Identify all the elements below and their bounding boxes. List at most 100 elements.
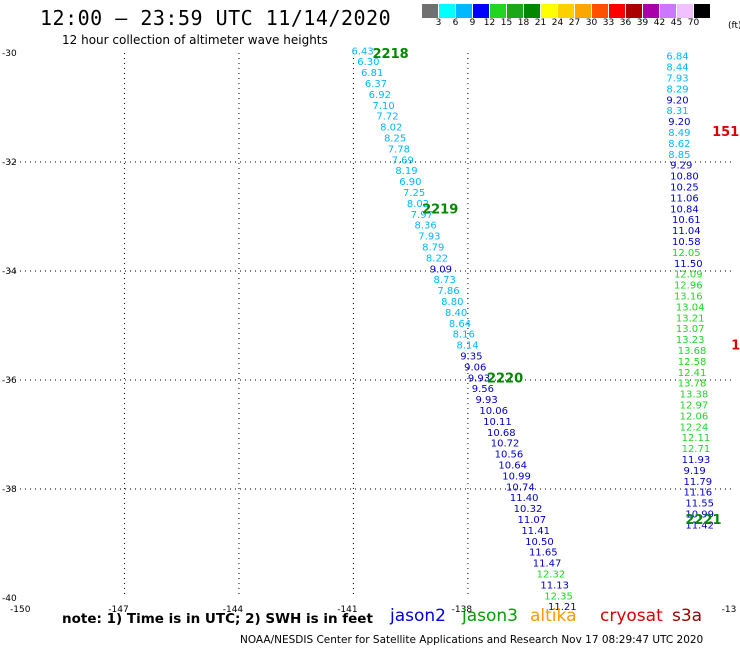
y-tick-label: -36 xyxy=(2,376,17,386)
legend-swatch xyxy=(490,4,507,18)
data-point-label: 9.93 xyxy=(468,373,490,384)
data-point-label: 9.20 xyxy=(666,95,688,106)
pass-time-label: 2221 xyxy=(685,513,721,528)
data-point-label: 9.20 xyxy=(668,117,690,128)
data-point-label: 8.22 xyxy=(426,253,448,264)
data-point-label: 8.73 xyxy=(434,275,456,286)
pass-time-label: 2219 xyxy=(422,202,458,217)
data-point-label: 11.93 xyxy=(682,455,711,466)
data-point-label: 8.79 xyxy=(422,242,444,253)
data-point-label: 11.04 xyxy=(672,226,701,237)
data-point-label: 8.64 xyxy=(449,319,471,330)
data-point-label: 9.29 xyxy=(670,161,692,172)
data-point-label: 7.86 xyxy=(437,286,459,297)
legend-label: 21 xyxy=(534,18,547,28)
data-point-label: 10.80 xyxy=(670,172,699,183)
data-point-label: 10.06 xyxy=(479,406,508,417)
data-point-label: 6.30 xyxy=(357,57,379,68)
data-point-label: 13.21 xyxy=(676,313,705,324)
data-point-label: 10.58 xyxy=(672,237,701,248)
legend-swatch xyxy=(694,4,711,18)
legend-swatch xyxy=(473,4,490,18)
legend-label: 36 xyxy=(619,18,632,28)
data-point-label: 7.78 xyxy=(388,144,410,155)
legend-swatch xyxy=(541,4,558,18)
data-point-label: 13.68 xyxy=(678,346,707,357)
data-point-label: 7.69 xyxy=(392,155,414,166)
legend-label: 18 xyxy=(517,18,530,28)
legend-label: 27 xyxy=(568,18,581,28)
data-point-label: 11.06 xyxy=(670,193,699,204)
legend-swatch xyxy=(660,4,677,18)
data-point-label: 11.07 xyxy=(518,515,547,526)
mission-label-altika: altika xyxy=(530,606,577,626)
data-point-label: 8.02 xyxy=(380,123,402,134)
data-point-label: 12.96 xyxy=(674,281,703,292)
data-point-label: 11.16 xyxy=(683,488,712,499)
legend-label: 9 xyxy=(469,18,476,28)
data-point-label: 11.41 xyxy=(521,526,550,537)
data-point-label: 7.93 xyxy=(666,74,688,85)
legend-label: 42 xyxy=(653,18,666,28)
data-point-label: 12.97 xyxy=(680,401,709,412)
data-point-label: 10.64 xyxy=(498,460,527,471)
data-point-label: 10.56 xyxy=(495,450,524,461)
data-point-label: 10.84 xyxy=(670,204,699,215)
legend-swatch xyxy=(626,4,643,18)
data-point-label: 10.61 xyxy=(672,215,701,226)
data-point-label: 7.93 xyxy=(418,232,440,243)
y-tick-label: -40 xyxy=(2,594,17,604)
legend-swatch xyxy=(643,4,660,18)
data-point-label: 10.68 xyxy=(487,428,516,439)
legend-swatch xyxy=(609,4,626,18)
data-point-label: 10.99 xyxy=(685,510,714,521)
mission-label-jason3: jason3 xyxy=(462,606,518,626)
data-point-label: 11.50 xyxy=(674,259,703,270)
data-point-label: 12.41 xyxy=(678,368,707,379)
data-point-label: 7.10 xyxy=(373,101,395,112)
pass-time-label: 2220 xyxy=(487,371,523,386)
data-point-label: 9.56 xyxy=(472,384,494,395)
legend-swatch xyxy=(575,4,592,18)
data-point-label: 11.79 xyxy=(683,477,712,488)
data-point-label: 8.19 xyxy=(395,166,417,177)
legend-label: 15 xyxy=(500,18,513,28)
legend-swatch xyxy=(592,4,609,18)
data-point-label: 10.32 xyxy=(514,504,543,515)
pass-time-label: 2218 xyxy=(373,47,409,62)
data-point-label: 10.99 xyxy=(502,471,531,482)
chart-subtitle: 12 hour collection of altimeter wave hei… xyxy=(62,33,328,47)
data-point-label: 10.11 xyxy=(483,417,512,428)
legend-label: 39 xyxy=(636,18,649,28)
note-text: note: 1) Time is in UTC; 2) SWH is in fe… xyxy=(62,611,373,627)
data-point-label: 11.65 xyxy=(529,548,558,559)
data-point-label: 11.21 xyxy=(548,602,577,613)
data-point-label: 10.72 xyxy=(491,439,520,450)
data-point-label: 7.72 xyxy=(376,112,398,123)
data-point-label: 12.06 xyxy=(680,411,709,422)
data-point-label: 12.09 xyxy=(674,270,703,281)
x-tick-label: -13 xyxy=(722,605,737,615)
data-point-label: 13.23 xyxy=(676,335,705,346)
legend-swatches xyxy=(422,4,711,18)
legend-label: 3 xyxy=(435,18,442,28)
legend-label: 24 xyxy=(551,18,564,28)
legend-swatch xyxy=(524,4,541,18)
legend-swatch xyxy=(677,4,694,18)
x-tick-label: -144 xyxy=(223,605,244,615)
data-point-label: 13.04 xyxy=(676,302,705,313)
data-point-label: 6.81 xyxy=(361,68,383,79)
data-point-label: 9.19 xyxy=(683,466,705,477)
data-point-label: 8.31 xyxy=(666,106,688,117)
y-tick-label: -32 xyxy=(2,158,17,168)
data-point-label: 9.93 xyxy=(476,395,498,406)
x-tick-label: -150 xyxy=(10,605,31,615)
legend-label: 6 xyxy=(452,18,459,28)
data-point-label: 12.11 xyxy=(682,433,711,444)
data-point-label: 11.13 xyxy=(540,580,569,591)
legend-label: 12 xyxy=(483,18,496,28)
data-point-label: 6.84 xyxy=(666,52,688,63)
